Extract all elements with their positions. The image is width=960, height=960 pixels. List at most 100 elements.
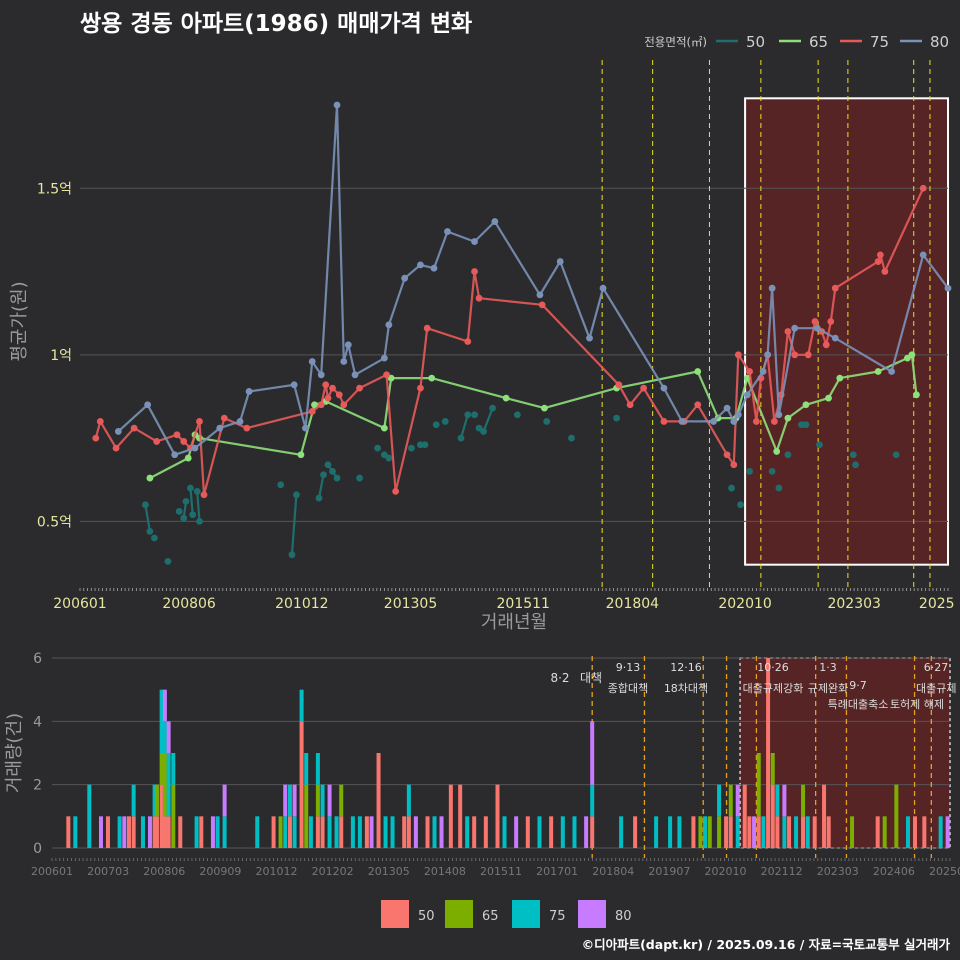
- volume-x-tick-label: 201408: [424, 865, 466, 878]
- volume-bar: [315, 816, 320, 848]
- data-point-80: [556, 258, 564, 265]
- policy-name: 18차대책: [664, 682, 708, 695]
- volume-bar: [154, 784, 159, 817]
- volume-bar: [376, 753, 381, 848]
- data-point-75: [153, 438, 161, 445]
- volume-bar: [271, 816, 276, 848]
- volume-bar: [402, 816, 407, 848]
- volume-bar: [406, 784, 411, 817]
- data-point-75: [615, 381, 623, 389]
- data-point-80: [245, 388, 253, 395]
- data-point-75: [335, 391, 343, 399]
- volume-bar: [166, 753, 171, 817]
- data-point-80: [586, 334, 593, 342]
- legend-label: 65: [809, 33, 828, 51]
- volume-bar: [166, 816, 171, 848]
- volume-bar: [210, 816, 215, 848]
- volume-bar: [304, 784, 309, 848]
- data-point-75: [734, 351, 742, 359]
- volume-x-tick-label: 200909: [199, 865, 241, 878]
- volume-bar: [698, 816, 703, 848]
- volume-bar: [383, 816, 388, 848]
- volume-bar: [913, 816, 918, 848]
- data-point-50: [315, 494, 323, 502]
- data-point-80: [723, 404, 731, 412]
- volume-bar: [756, 816, 761, 848]
- data-point-75: [876, 251, 884, 259]
- data-point-80: [290, 381, 298, 389]
- volume-legend-label: 65: [482, 909, 499, 924]
- volume-bar: [87, 784, 92, 848]
- volume-bar: [619, 816, 624, 848]
- data-point-75: [308, 408, 316, 415]
- legend-label: 80: [930, 33, 949, 51]
- y-tick-label: 1억: [50, 348, 72, 364]
- volume-bar: [483, 816, 488, 848]
- data-point-65: [380, 424, 388, 432]
- credit-line: ©디아파트(dapt.kr) / 2025.09.16 / 자료=국토교통부 실…: [581, 937, 950, 952]
- data-point-50: [151, 534, 158, 542]
- volume-bar: [728, 816, 733, 848]
- data-point-65: [784, 414, 792, 422]
- data-point-80: [216, 424, 224, 432]
- volume-bar: [292, 816, 297, 848]
- volume-bar: [826, 816, 831, 848]
- volume-bar: [222, 784, 227, 817]
- data-point-75: [322, 381, 330, 389]
- data-point-50: [329, 468, 336, 475]
- volume-bar: [339, 784, 344, 817]
- y-axis-label: 평균가(원): [9, 281, 30, 361]
- data-point-50: [356, 474, 363, 482]
- policy-date: 10·26: [757, 661, 789, 674]
- volume-bar: [162, 689, 167, 722]
- volume-legend-swatch: [381, 900, 409, 928]
- data-point-65: [146, 474, 154, 482]
- data-point-80: [401, 274, 409, 282]
- data-point-50: [613, 414, 620, 422]
- volume-bar: [278, 816, 283, 848]
- volume-bar: [770, 784, 775, 848]
- data-point-75: [112, 444, 120, 452]
- data-point-80: [710, 418, 717, 425]
- data-point-50: [196, 517, 203, 525]
- data-point-75: [317, 401, 325, 409]
- data-point-50: [182, 497, 190, 505]
- volume-x-tick-label: 200703: [87, 865, 129, 878]
- volume-bar: [590, 784, 595, 817]
- data-point-80: [344, 341, 352, 349]
- volume-bar: [590, 816, 595, 848]
- data-point-75: [771, 418, 778, 425]
- x-tick-label: 2025: [919, 596, 955, 612]
- volume-bar: [572, 816, 577, 848]
- chart-title: 쌍용 경동 아파트(1986) 매매가격 변화: [80, 11, 473, 37]
- volume-bar: [850, 816, 855, 848]
- volume-bar: [922, 816, 927, 848]
- volume-bar: [465, 816, 470, 848]
- data-point-65: [908, 351, 916, 359]
- data-point-80: [743, 391, 751, 399]
- data-point-75: [881, 268, 889, 275]
- volume-bar: [633, 816, 638, 848]
- data-point-80: [775, 411, 783, 419]
- volume-bar: [801, 784, 806, 817]
- volume-bar: [805, 816, 810, 848]
- data-point-50: [568, 434, 575, 442]
- volume-bar: [339, 816, 344, 848]
- data-point-80: [191, 444, 199, 452]
- volume-bar: [782, 816, 787, 848]
- x-tick-label: 202010: [718, 596, 771, 612]
- data-point-75: [723, 451, 731, 459]
- data-point-50: [141, 501, 149, 509]
- data-point-50: [164, 557, 172, 565]
- data-point-80: [791, 324, 799, 332]
- policy-date: 8·2: [550, 671, 569, 685]
- policy-name: 대출규제: [916, 682, 956, 695]
- volume-legend-label: 75: [549, 909, 566, 924]
- y-tick-label: 0.5억: [37, 514, 72, 530]
- data-point-75: [538, 301, 546, 309]
- data-point-65: [836, 374, 844, 382]
- data-point-65: [694, 368, 702, 375]
- volume-bar: [724, 816, 729, 848]
- data-point-50: [333, 474, 341, 482]
- volume-bar: [742, 784, 747, 848]
